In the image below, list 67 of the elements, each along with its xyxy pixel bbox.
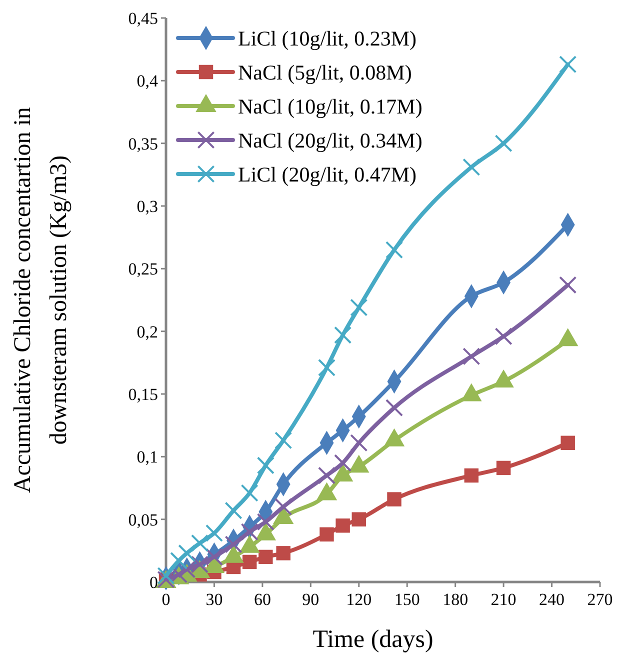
point [256, 456, 274, 474]
point [559, 276, 577, 294]
point [318, 358, 336, 376]
point [240, 484, 258, 502]
point [157, 566, 175, 585]
x-tick-label: 120 [346, 590, 372, 609]
point [205, 548, 224, 566]
point [242, 554, 257, 570]
point [462, 158, 480, 176]
point [320, 527, 334, 542]
point [190, 556, 209, 574]
y-tick-label: 0,2 [136, 322, 158, 342]
point [560, 436, 575, 450]
legend-label: LiCl (10g/lit, 0.23M) [238, 26, 417, 50]
point [240, 523, 258, 541]
legend-label: NaCl (10g/lit, 0.17M) [238, 94, 422, 118]
y-tick-label: 0 [150, 572, 158, 592]
y-tick-label: 0,25 [128, 260, 158, 279]
point [190, 534, 209, 552]
point [258, 550, 273, 564]
point [494, 328, 512, 346]
y-tick-label: 0,15 [128, 384, 158, 404]
point [559, 56, 577, 74]
point [387, 492, 402, 506]
y-tick-label: 0,05 [128, 510, 158, 530]
x-tick-label: 30 [206, 590, 223, 609]
y-tick-label: 0,45 [128, 8, 158, 28]
point [385, 241, 404, 259]
point [224, 502, 242, 520]
x-tick-label: 210 [490, 590, 516, 609]
point [496, 460, 511, 476]
y-axis-title: Accumulative Chloride concentartion in downsteram solution (Kg/m3) [10, 107, 72, 493]
point [318, 466, 336, 484]
point [350, 298, 368, 316]
point [205, 524, 224, 542]
point [178, 544, 196, 562]
point [462, 348, 480, 366]
point [224, 536, 242, 554]
x-tick-label: 240 [539, 590, 565, 609]
legend-label: NaCl (20g/lit, 0.34M) [238, 128, 422, 152]
x-tick-label: 0 [162, 590, 170, 609]
point [274, 498, 292, 516]
point [336, 518, 350, 533]
legend-label: LiCl (20g/lit, 0.47M) [238, 162, 417, 186]
x-tick-label: 270 [587, 590, 613, 609]
x-tick-label: 60 [254, 590, 271, 609]
y-tick-label: 0,35 [128, 134, 158, 154]
point [350, 434, 368, 452]
y-tick-label: 0,4 [136, 72, 158, 91]
point [276, 546, 290, 560]
point [274, 432, 292, 450]
point [352, 512, 366, 526]
point [494, 134, 512, 152]
y-tick-label: 0,3 [136, 196, 158, 216]
x-tick-label: 180 [442, 590, 468, 609]
y-tick-label: 0,1 [136, 448, 158, 467]
point [385, 398, 404, 417]
point [464, 468, 479, 483]
x-tick-label: 90 [302, 590, 320, 609]
legend-label: NaCl (5g/lit, 0.08M) [238, 60, 412, 84]
x-axis-title: Time (days) [312, 626, 434, 653]
point [334, 454, 352, 472]
x-tick-label: 150 [394, 590, 420, 609]
point [178, 560, 196, 578]
point [334, 326, 352, 344]
point [170, 552, 188, 570]
point [256, 513, 274, 531]
